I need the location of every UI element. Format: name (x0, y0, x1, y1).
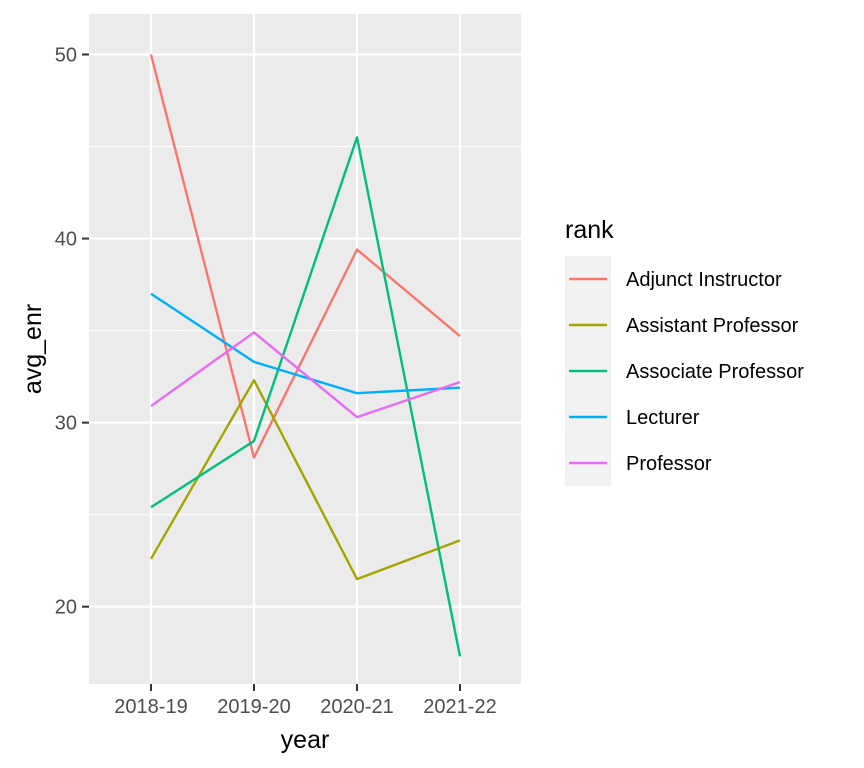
plot-panel (89, 14, 521, 684)
legend-title: rank (565, 216, 614, 244)
x-tick-label: 2020-21 (320, 696, 393, 718)
minor-gridlines (89, 145, 521, 516)
x-axis-title: year (281, 726, 330, 754)
legend: rank Adjunct Instructor Assistant Profess… (565, 216, 804, 486)
legend-label: Associate Professor (626, 361, 804, 383)
y-tick-label: 40 (55, 229, 77, 251)
legend-label: Adjunct Instructor (626, 269, 782, 291)
x-tick-label: 2019-20 (217, 696, 290, 718)
series-lines (149, 54, 462, 657)
y-tick-label: 30 (55, 413, 77, 435)
series-line (149, 379, 461, 581)
series-line (150, 292, 461, 395)
x-tick-label: 2021-22 (423, 696, 496, 718)
axes: 20 30 40 50 2018-19 2019-20 2020-21 2021-22 (55, 44, 497, 718)
y-tick-label: 20 (55, 597, 77, 619)
major-gridlines (89, 14, 521, 684)
legend-label: Assistant Professor (626, 315, 799, 337)
series-line (150, 136, 462, 657)
legend-label: Professor (626, 453, 712, 475)
series-line (150, 331, 461, 419)
legend-label: Lecturer (626, 407, 700, 429)
y-tick-label: 50 (55, 44, 77, 66)
series-line (149, 54, 461, 459)
y-axis-title: avg_enr (19, 304, 47, 394)
x-tick-label: 2018-19 (114, 696, 187, 718)
